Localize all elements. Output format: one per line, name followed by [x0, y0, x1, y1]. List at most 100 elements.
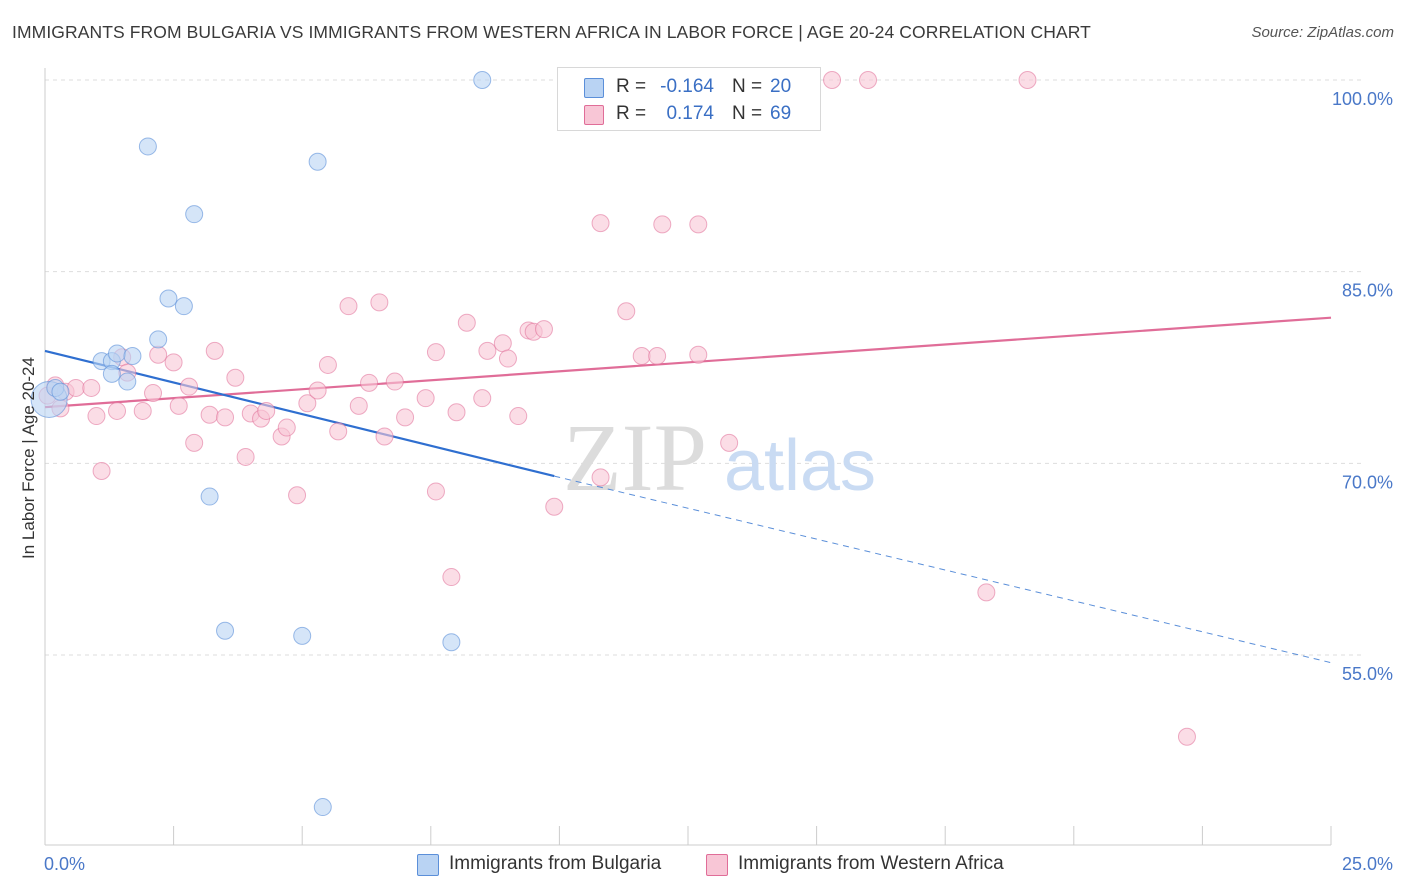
point-wafrica	[689, 215, 708, 234]
point-wafrica	[82, 378, 101, 397]
series-legend: Immigrants from Bulgaria Immigrants from…	[0, 852, 1406, 878]
point-wafrica	[493, 334, 512, 353]
legend-n-value: 69	[770, 103, 792, 124]
point-wafrica	[288, 486, 307, 505]
point-wafrica	[473, 389, 492, 408]
point-wafrica	[329, 422, 348, 441]
point-wafrica	[185, 433, 204, 452]
points-layer	[30, 71, 1196, 817]
x-tick-label: 25.0%	[1342, 854, 1393, 874]
point-wafrica	[92, 462, 111, 480]
point-wafrica	[823, 71, 842, 89]
point-bulgaria	[185, 205, 204, 224]
point-wafrica	[591, 468, 610, 487]
point-wafrica	[133, 401, 152, 420]
point-wafrica	[689, 345, 708, 364]
point-wafrica	[416, 389, 435, 408]
legend-row-wafrica: R = 0.174 N = 69	[558, 102, 820, 128]
legend-n-value: 20	[770, 76, 792, 97]
legend-r-label: R =	[616, 103, 647, 124]
point-wafrica	[632, 347, 651, 365]
point-bulgaria	[174, 297, 193, 316]
point-wafrica	[205, 341, 224, 360]
point-wafrica	[318, 355, 337, 374]
point-bulgaria	[313, 798, 332, 817]
point-wafrica	[360, 373, 379, 392]
y-tick-label: 70.0%	[1342, 472, 1393, 492]
legend-swatch-wafrica	[706, 854, 728, 876]
point-wafrica	[339, 297, 358, 316]
point-wafrica	[236, 447, 255, 466]
grid-layer	[45, 79, 1361, 656]
legend-swatch-wafrica	[584, 105, 604, 125]
watermark-zip: ZIP	[563, 404, 707, 511]
point-wafrica	[617, 302, 636, 321]
point-wafrica	[200, 405, 219, 424]
point-wafrica	[545, 497, 564, 516]
legend-label-wafrica: Immigrants from Western Africa	[738, 853, 1004, 874]
point-wafrica	[478, 341, 497, 360]
point-wafrica	[1018, 71, 1037, 89]
point-wafrica	[349, 396, 368, 415]
trend-line-wafrica	[44, 316, 1332, 409]
point-wafrica	[370, 293, 389, 312]
point-wafrica	[385, 372, 404, 391]
chart-title: IMMIGRANTS FROM BULGARIA VS IMMIGRANTS F…	[12, 22, 1091, 42]
point-wafrica	[226, 368, 245, 387]
point-wafrica	[277, 418, 296, 437]
point-bulgaria	[51, 382, 70, 401]
legend-n-label: N =	[732, 103, 763, 124]
point-wafrica	[396, 408, 415, 427]
legend-swatch-bulgaria	[417, 854, 439, 876]
chart-source: Source: ZipAtlas.com	[1251, 24, 1394, 41]
point-bulgaria	[442, 633, 461, 652]
point-wafrica	[426, 343, 445, 362]
point-wafrica	[216, 408, 235, 427]
tick-labels-layer: 55.0% 70.0% 85.0% 100.0% 0.0% 25.0%	[44, 89, 1393, 874]
point-wafrica	[498, 349, 517, 368]
point-wafrica	[509, 407, 528, 426]
point-wafrica	[442, 568, 461, 587]
legend-row-bulgaria: R = -0.164 N = 20	[558, 75, 820, 101]
point-bulgaria	[123, 347, 142, 365]
point-wafrica	[457, 313, 476, 332]
point-wafrica	[108, 401, 127, 420]
legend-r-label: R =	[616, 76, 647, 97]
legend-swatch-bulgaria	[584, 78, 604, 98]
point-wafrica	[648, 347, 667, 365]
point-wafrica	[977, 583, 996, 602]
point-wafrica	[298, 394, 317, 413]
point-wafrica	[1177, 727, 1196, 746]
watermark: ZIP atlas	[563, 404, 876, 511]
point-bulgaria	[118, 372, 137, 391]
point-wafrica	[257, 401, 276, 420]
point-wafrica	[144, 384, 163, 403]
y-axis-label: In Labor Force | Age 20-24	[19, 357, 38, 559]
point-wafrica	[859, 71, 878, 89]
point-wafrica	[591, 214, 610, 233]
trend-line-bulgaria-extrapolated	[554, 475, 1332, 664]
point-wafrica	[164, 353, 183, 372]
point-bulgaria	[293, 626, 312, 645]
legend-r-value: -0.164	[660, 76, 714, 97]
point-wafrica	[66, 378, 85, 397]
y-tick-label: 100.0%	[1332, 89, 1393, 109]
point-wafrica	[308, 381, 327, 400]
point-wafrica	[447, 403, 466, 422]
point-bulgaria	[102, 364, 121, 383]
point-bulgaria	[216, 621, 235, 640]
point-bulgaria	[159, 289, 178, 308]
y-tick-label: 55.0%	[1342, 664, 1393, 684]
point-wafrica	[720, 433, 739, 452]
point-bulgaria	[108, 344, 127, 363]
point-wafrica	[149, 345, 168, 364]
correlation-legend: R = -0.164 N = 20 R = 0.174 N = 69	[557, 67, 821, 131]
point-bulgaria	[149, 330, 168, 349]
point-wafrica	[426, 482, 445, 501]
point-bulgaria	[308, 152, 327, 171]
legend-label-bulgaria: Immigrants from Bulgaria	[449, 853, 662, 874]
point-wafrica	[169, 396, 188, 415]
x-tick-label: 0.0%	[44, 854, 85, 874]
y-tick-label: 85.0%	[1342, 281, 1393, 301]
legend-n-label: N =	[732, 76, 763, 97]
